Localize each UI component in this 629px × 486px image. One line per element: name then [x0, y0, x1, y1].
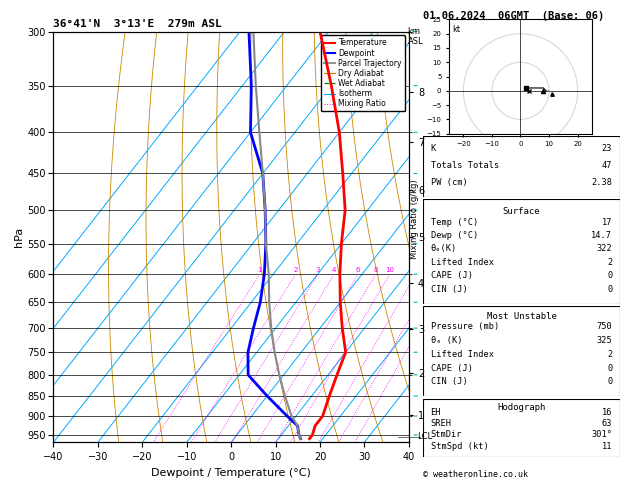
Text: 14.7: 14.7	[591, 231, 612, 240]
Text: 8: 8	[374, 267, 378, 273]
Text: © weatheronline.co.uk: © weatheronline.co.uk	[423, 469, 528, 479]
Legend: Temperature, Dewpoint, Parcel Trajectory, Dry Adiabat, Wet Adiabat, Isotherm, Mi: Temperature, Dewpoint, Parcel Trajectory…	[321, 35, 405, 111]
Text: CIN (J): CIN (J)	[431, 378, 467, 386]
Text: 6: 6	[356, 267, 360, 273]
Text: Surface: Surface	[503, 207, 540, 216]
Text: 2: 2	[607, 350, 612, 359]
Text: Temp (°C): Temp (°C)	[431, 218, 478, 226]
Text: 1: 1	[257, 267, 262, 273]
Text: K: K	[431, 144, 436, 153]
Text: 0: 0	[607, 378, 612, 386]
Text: 17: 17	[602, 218, 612, 226]
Text: PW (cm): PW (cm)	[431, 177, 467, 187]
Text: 15: 15	[411, 267, 420, 273]
Text: Lifted Index: Lifted Index	[431, 258, 494, 267]
Text: 750: 750	[596, 322, 612, 331]
Text: 325: 325	[596, 336, 612, 345]
X-axis label: Dewpoint / Temperature (°C): Dewpoint / Temperature (°C)	[151, 468, 311, 478]
Text: 47: 47	[602, 161, 612, 170]
Text: 36°41'N  3°13'E  279m ASL: 36°41'N 3°13'E 279m ASL	[53, 19, 222, 30]
Text: 11: 11	[602, 442, 612, 451]
Text: 01.06.2024  06GMT  (Base: 06): 01.06.2024 06GMT (Base: 06)	[423, 11, 604, 21]
Text: θₑ(K): θₑ(K)	[431, 244, 457, 253]
Text: Most Unstable: Most Unstable	[486, 312, 557, 321]
Text: 16: 16	[602, 408, 612, 417]
Text: 10: 10	[385, 267, 394, 273]
Text: EH: EH	[431, 408, 441, 417]
Text: 322: 322	[596, 244, 612, 253]
Text: Hodograph: Hodograph	[498, 402, 545, 412]
Text: θₑ (K): θₑ (K)	[431, 336, 462, 345]
Text: StmSpd (kt): StmSpd (kt)	[431, 442, 488, 451]
Text: 301°: 301°	[591, 430, 612, 439]
Text: Mixing Ratio (g/kg): Mixing Ratio (g/kg)	[410, 179, 419, 259]
Text: CIN (J): CIN (J)	[431, 285, 467, 294]
Y-axis label: hPa: hPa	[14, 227, 25, 247]
Text: Pressure (mb): Pressure (mb)	[431, 322, 499, 331]
Text: CAPE (J): CAPE (J)	[431, 271, 472, 280]
Text: 23: 23	[602, 144, 612, 153]
Text: SREH: SREH	[431, 419, 452, 428]
Text: Totals Totals: Totals Totals	[431, 161, 499, 170]
Text: 2.38: 2.38	[591, 177, 612, 187]
Text: 0: 0	[607, 364, 612, 373]
Text: 2: 2	[294, 267, 298, 273]
Text: 3: 3	[316, 267, 320, 273]
Text: LCL: LCL	[417, 433, 432, 441]
Text: Dewp (°C): Dewp (°C)	[431, 231, 478, 240]
Text: CAPE (J): CAPE (J)	[431, 364, 472, 373]
Text: 63: 63	[602, 419, 612, 428]
Text: kt: kt	[452, 25, 460, 34]
Text: km
ASL: km ASL	[408, 27, 423, 46]
Text: 2: 2	[607, 258, 612, 267]
Text: Lifted Index: Lifted Index	[431, 350, 494, 359]
Text: 0: 0	[607, 285, 612, 294]
Text: 0: 0	[607, 271, 612, 280]
Text: 4: 4	[332, 267, 337, 273]
Text: StmDir: StmDir	[431, 430, 462, 439]
